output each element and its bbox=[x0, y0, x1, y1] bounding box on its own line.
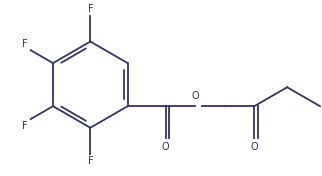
Text: F: F bbox=[22, 39, 28, 49]
Text: F: F bbox=[88, 4, 93, 14]
Text: O: O bbox=[251, 142, 258, 152]
Text: F: F bbox=[22, 121, 28, 131]
Text: O: O bbox=[191, 91, 199, 101]
Text: F: F bbox=[88, 156, 93, 166]
Text: O: O bbox=[162, 142, 169, 152]
